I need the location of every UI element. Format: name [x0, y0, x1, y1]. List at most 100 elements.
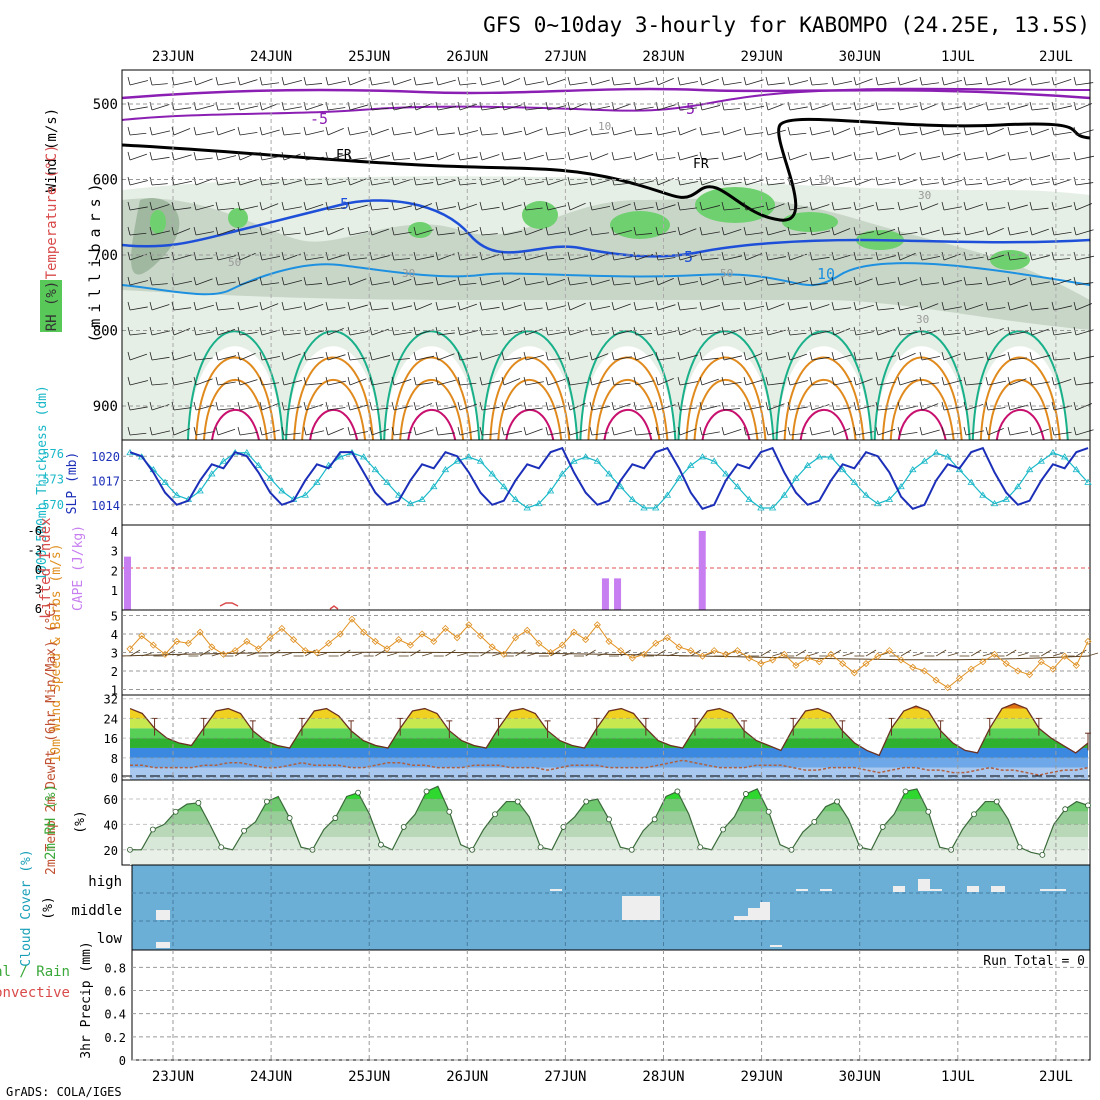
wind-barb [1075, 203, 1093, 211]
wind-barb-flag [369, 101, 373, 111]
wind-barb [789, 206, 808, 211]
wind-barb [701, 131, 720, 136]
wind-barb-flag [985, 351, 989, 361]
wind-barb [151, 183, 168, 186]
wind-barb-flag [303, 376, 307, 386]
rh-unit-label: (%) [73, 810, 88, 833]
thickness-marker [208, 470, 216, 477]
wind-barb [811, 130, 831, 136]
surface-barb [527, 652, 538, 657]
wind-marker [652, 639, 660, 647]
thickness-marker [593, 457, 602, 464]
wind-barb-flag [457, 76, 461, 86]
wind-barb-flag [281, 226, 285, 236]
wind-barb [525, 128, 543, 136]
wind-barb [855, 278, 873, 286]
wind-barb [965, 330, 985, 336]
wind-barb [239, 132, 258, 136]
wind-marker [511, 634, 520, 642]
wind-barb [987, 307, 1006, 311]
contour-loop [391, 356, 473, 441]
rh-marker [697, 844, 704, 851]
wind-barb [613, 282, 631, 286]
wind-barb [305, 183, 323, 186]
wind-barb-flag [127, 301, 131, 311]
wind-barb-flag [281, 426, 285, 436]
wind-barb-flag [303, 351, 307, 361]
wind-barb-flag [941, 201, 945, 211]
wind-barb [1075, 329, 1094, 336]
wind-barb [371, 107, 389, 111]
wind-barb-flag [325, 126, 329, 136]
wind-barb-flag [919, 176, 923, 186]
wind-barb [195, 78, 213, 86]
wind-barb [943, 279, 962, 286]
precip-tick-label: 0 [119, 1054, 126, 1068]
wind-barb [503, 204, 522, 211]
wind-barb-flag [501, 301, 505, 311]
wind-barb [129, 206, 148, 211]
temperature-band [130, 718, 1088, 729]
wind-barb [1009, 157, 1027, 161]
wind-barb [1075, 155, 1095, 161]
wind-barb [393, 358, 410, 361]
top-date-axis: 23JUN 24JUN 25JUN 26JUN 27JUN 28JUN 29JUN 30JUN… [152, 49, 1073, 65]
wind-barb [239, 352, 256, 361]
wind-barb [239, 105, 259, 111]
contour-loop [979, 356, 1061, 441]
wind-barb-flag [259, 151, 263, 161]
wind-barb [679, 181, 699, 186]
rh-marker [993, 798, 1000, 805]
wind-barb [393, 105, 413, 111]
wind-barb-flag [149, 276, 153, 286]
run-total: Run Total = 0 [983, 954, 1085, 969]
wind-barb-flag [875, 376, 879, 386]
wind-barb [745, 179, 764, 186]
wind-barb-flag [413, 76, 417, 86]
wind-barb [635, 380, 655, 386]
wind-barb-flag [589, 101, 593, 111]
bottom-date-label: 27JUN [544, 1069, 586, 1085]
wind-barb [481, 206, 500, 211]
wind-barb-flag [831, 226, 835, 236]
wind-barb-flag [765, 376, 769, 386]
wind-barb [217, 428, 236, 436]
wind-barb-flag [941, 276, 945, 286]
wind-barb [679, 307, 697, 311]
wind-barb [459, 103, 478, 111]
wind-barb-flag [809, 351, 813, 361]
wind-barb [415, 182, 434, 186]
wind-barb [1009, 357, 1027, 361]
wind-barb [327, 307, 346, 311]
thickness-marker [815, 453, 823, 460]
wind-barb [613, 129, 632, 136]
wind-barb [701, 257, 719, 261]
wind-barb-flag [567, 276, 571, 286]
wind-barb [1075, 129, 1094, 136]
wind-marker [126, 645, 134, 653]
wind-barb [657, 278, 674, 286]
wind-barb [855, 131, 874, 136]
wind-barb [327, 107, 346, 111]
wind-barb [591, 153, 609, 161]
rh-marker [742, 791, 749, 797]
wind-barb [943, 406, 962, 411]
temperature-line [129, 702, 1089, 757]
wind-barb-flag [259, 376, 263, 386]
wind-barb-flag [303, 201, 307, 211]
wind-barb-flag [259, 251, 263, 261]
thickness-marker [570, 457, 578, 464]
wind-marker [979, 658, 987, 666]
wind-barb-flag [237, 376, 241, 386]
wind-barb [1075, 429, 1094, 436]
wind-barb-flag [347, 176, 351, 186]
wind-barb [415, 82, 434, 86]
thickness-marker [979, 491, 987, 498]
thickness-marker [687, 461, 695, 468]
wind-barb [1009, 104, 1028, 111]
bottom-date-label: 28JUN [642, 1069, 684, 1085]
wind-barb [393, 405, 413, 411]
thickness-marker [371, 465, 380, 473]
wind-barb-flag [347, 76, 351, 86]
